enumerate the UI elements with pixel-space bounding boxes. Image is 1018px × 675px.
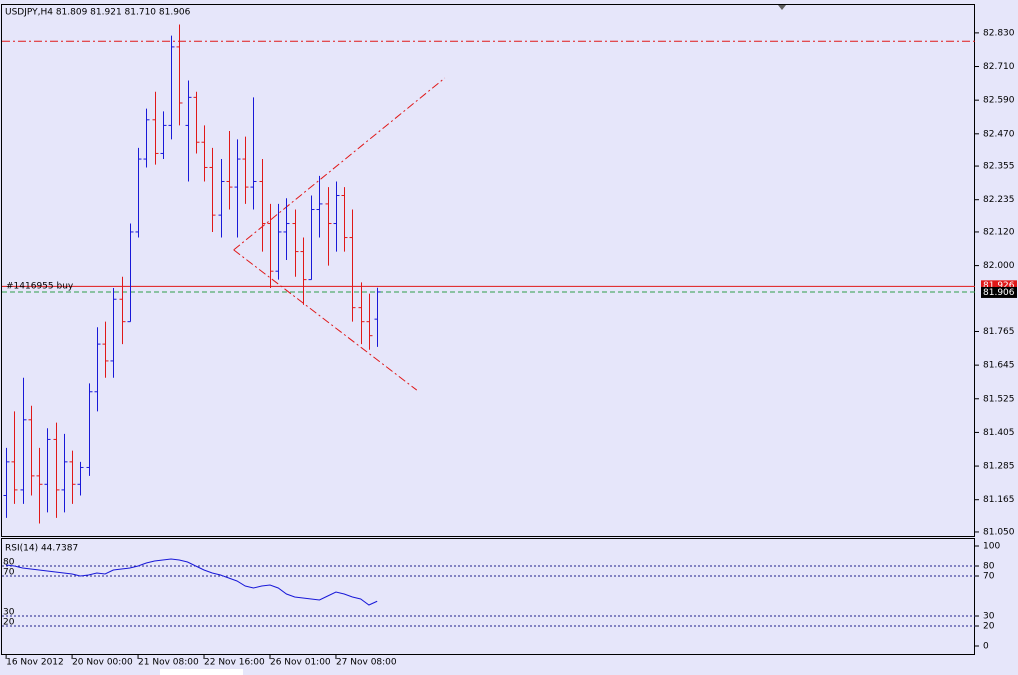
y-tick-label: 0 <box>983 642 989 652</box>
rsi-title: RSI(14) 44.7387 <box>5 544 78 554</box>
y-tick-label: 82.355 <box>983 162 1015 172</box>
order-price-box <box>981 280 1017 291</box>
y-tick-label: 30 <box>983 612 995 622</box>
y-tick-label: 70 <box>983 572 995 582</box>
y-tick-label: 82.590 <box>983 96 1015 106</box>
y-tick-label: 81.765 <box>983 327 1015 337</box>
rsi-line <box>6 558 378 606</box>
y-tick-label: 81.165 <box>983 495 1015 505</box>
y-tick-label: 81.525 <box>983 394 1015 404</box>
level-label: 20 <box>3 618 15 628</box>
chart-title: USDJPY,H4 81.809 81.921 81.710 81.906 <box>5 8 191 18</box>
bid-price-box <box>981 286 1017 298</box>
order-label: #1416955 buy <box>6 281 74 291</box>
y-tick-label: 100 <box>983 542 1000 552</box>
y-tick-label: 81.285 <box>983 462 1015 472</box>
y-tick-label: 81.050 <box>983 527 1015 537</box>
price-panel <box>1 4 975 537</box>
y-tick-label: 82.000 <box>983 261 1015 271</box>
rsi-panel <box>1 538 975 655</box>
order-price: 81.926 <box>983 281 1015 291</box>
x-tick-label: 20 Nov 00:00 <box>72 658 133 668</box>
y-tick-label: 80 <box>983 562 995 572</box>
x-tick-label: 21 Nov 08:00 <box>138 658 199 668</box>
y-tick-label: 82.235 <box>983 195 1015 205</box>
shift-marker <box>778 5 786 10</box>
trendline <box>233 77 446 251</box>
x-tick-label: 22 Nov 16:00 <box>204 658 265 668</box>
y-tick-label: 82.710 <box>983 62 1015 72</box>
y-tick-label: 82.470 <box>983 129 1015 139</box>
level-label: 70 <box>3 568 15 578</box>
y-tick-label: 81.645 <box>983 361 1015 371</box>
y-tick-label: 81.405 <box>983 428 1015 438</box>
x-tick-label: 26 Nov 01:00 <box>270 658 331 668</box>
x-tick-label: 16 Nov 2012 <box>6 658 64 668</box>
bid-price: 81.906 <box>983 288 1015 298</box>
y-tick-label: 82.830 <box>983 28 1015 38</box>
y-tick-label: 20 <box>983 622 995 632</box>
x-tick-label: 27 Nov 08:00 <box>336 658 397 668</box>
tab[interactable] <box>160 669 243 675</box>
level-label: 80 <box>3 558 15 568</box>
trendline <box>233 249 418 391</box>
y-tick-label: 82.120 <box>983 227 1015 237</box>
level-label: 30 <box>3 608 15 618</box>
